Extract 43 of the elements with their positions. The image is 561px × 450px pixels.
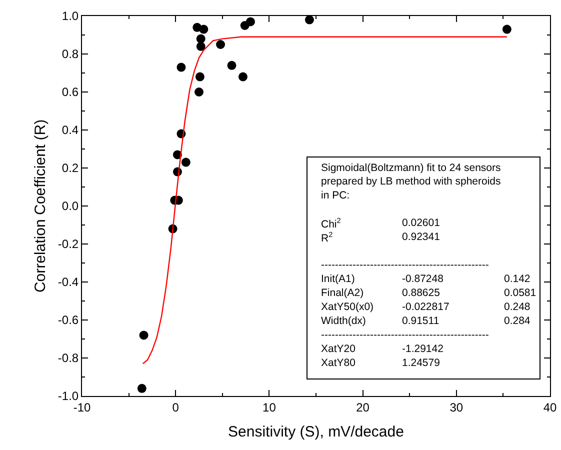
annotation: ------------------------------------------------ [321,259,490,271]
point [139,330,148,340]
x-tick-label: 0 [172,400,180,414]
y-tick-label: 0.0 [62,199,79,214]
x-tick-label: 10 [262,400,276,414]
point [227,60,236,70]
y-tick-label: -0.4 [58,275,79,290]
point [196,34,206,44]
x-tick-label: 20 [356,400,370,414]
point [238,72,248,82]
point [137,384,146,393]
point [181,158,190,167]
point [196,42,206,51]
annotation: Sigmoidal(Boltzmann) fit to 24 sensors prepared by LB method with spheroids in PC: [321,162,501,202]
y-axis-title: Correlation Coefficient (R) [32,119,50,293]
annotation: ------------------------------------------------ [321,329,490,341]
point [199,24,208,34]
point [304,15,314,24]
y-tick-label: -0.8 [58,351,79,366]
point [194,88,204,96]
y-tick-label: 0.2 [62,161,79,176]
text: XatY80 1.24579 [321,357,440,369]
point [176,62,186,72]
text: Final(A2) 0.88625 0.0581 [321,287,536,299]
y-tick-label: 0.4 [62,123,79,138]
text: R$^{2}$ 0.92341 [321,230,440,244]
text: XatY20 -1.29142 [321,343,444,355]
y-tick-label: -0.6 [58,313,79,328]
point [195,72,204,82]
point [246,17,255,26]
text: Init(A1) -0.87248 0.142 [321,273,530,285]
text: XatY50(x0) -0.022817 0.248 [321,301,530,313]
x-axis-title: Sensitivity (S), mV/decade [228,423,404,440]
point [502,24,512,34]
y-tick-label: 0.8 [62,47,79,62]
y-tick-label: -0.2 [58,237,79,252]
x-tick-label: 30 [450,400,464,414]
point [216,40,226,49]
y-tick-label: 1.0 [62,9,79,24]
text: Chi$^{2}$ 0.02601 [321,216,440,230]
y-tick-label: 0.6 [62,85,79,100]
x-tick-label: 40 [543,400,557,414]
text: Width(dx) 0.91511 0.284 [321,315,530,327]
